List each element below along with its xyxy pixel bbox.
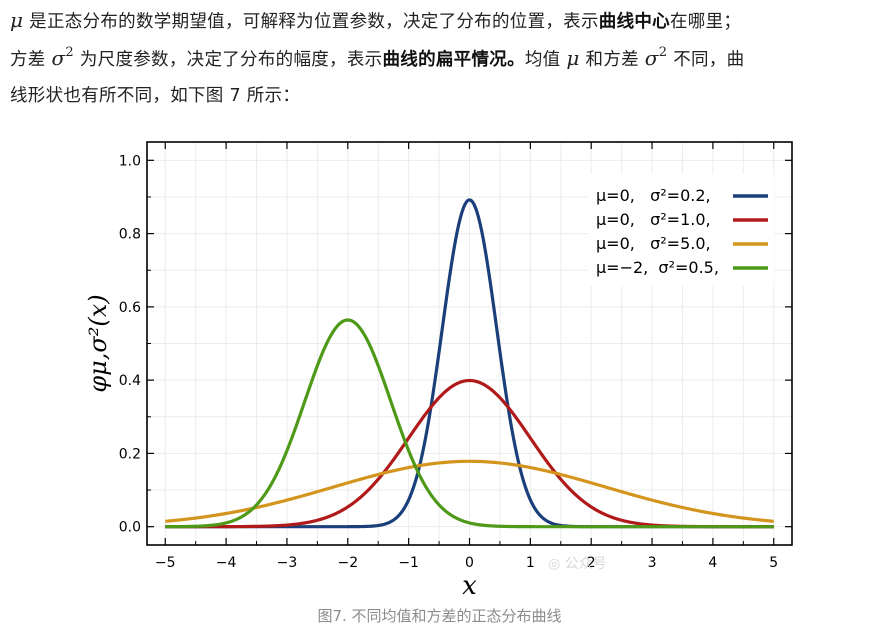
x-tick-label: 5	[769, 555, 778, 571]
paragraph-line-3: 线形状也有所不同，如下图 7 所示：	[10, 86, 301, 106]
legend: μ=0, σ²=0.2, μ=0, σ²=1.0, μ=0, σ²=5.0, μ=−2…	[588, 174, 774, 286]
bold-curve-center: 曲线中心	[598, 12, 670, 32]
series-line-2	[165, 459, 774, 523]
x-tick-label: 2	[587, 555, 596, 571]
y-axis-label: φμ,σ²(x)	[84, 294, 112, 392]
x-tick-label: −2	[337, 555, 358, 571]
sigma-squared-symbol: σ2	[51, 45, 74, 70]
x-tick-label: −3	[277, 555, 298, 571]
x-tick-label: 1	[526, 555, 535, 571]
legend-label-2: μ=0, σ²=5.0,	[596, 234, 711, 253]
x-tick-label: 3	[648, 555, 657, 571]
mu-symbol-2: μ	[566, 46, 580, 70]
intro-paragraph: μ 是正态分布的数学期望值，可解释为位置参数，决定了分布的位置，表示曲线中心在哪…	[10, 2, 872, 114]
legend-label-0: μ=0, σ²=0.2,	[596, 186, 711, 205]
mu-symbol: μ	[10, 8, 24, 32]
y-tick-label: 0.8	[119, 227, 141, 243]
y-tick-label: 0.0	[119, 520, 141, 536]
legend-label-3: μ=−2, σ²=0.5,	[596, 258, 719, 277]
y-tick-label: 0.2	[119, 446, 141, 462]
paragraph-line-1: μ 是正态分布的数学期望值，可解释为位置参数，决定了分布的位置，表示曲线中心在哪…	[10, 8, 742, 32]
figure-caption: 图7. 不同均值和方差的正态分布曲线	[317, 607, 562, 625]
normal-distribution-chart: −5 −4 −3 −2 −1 0 1 2 3 4 5 0.0 0.2 0.4 0.6 0.8 1.0 x φμ,σ²…	[84, 141, 793, 600]
y-tick-label: 0.6	[119, 300, 141, 316]
x-tick-label: −1	[398, 555, 419, 571]
sigma-squared-symbol-2: σ2	[644, 45, 668, 70]
y-tick-label: 1.0	[119, 153, 141, 169]
paragraph-line-2: 方差 σ2 为尺度参数，决定了分布的幅度，表示曲线的扁平情况。均值 μ 和方差 …	[10, 45, 745, 70]
x-tick-label: −4	[216, 555, 237, 571]
x-tick-label: 0	[465, 555, 474, 571]
legend-label-1: μ=0, σ²=1.0,	[596, 210, 711, 229]
x-axis-label: x	[462, 571, 477, 600]
bold-curve-flatness: 曲线的扁平情况。	[382, 50, 525, 70]
x-tick-label: −5	[155, 555, 176, 571]
series-line-3	[165, 318, 774, 529]
y-tick-label: 0.4	[119, 373, 141, 389]
watermark: ◎ 公众号	[548, 556, 607, 572]
x-tick-label: 4	[708, 555, 717, 571]
